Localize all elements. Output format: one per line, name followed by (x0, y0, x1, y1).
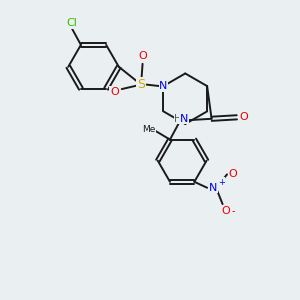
Text: O: O (221, 206, 230, 216)
Text: O: O (229, 169, 237, 179)
Text: O: O (239, 112, 248, 122)
Text: O: O (138, 51, 147, 62)
Text: N: N (209, 183, 217, 193)
Text: N: N (159, 81, 168, 91)
Text: +: + (218, 178, 224, 187)
Text: S: S (137, 78, 145, 91)
Text: H: H (174, 114, 182, 124)
Text: O: O (110, 87, 119, 97)
Text: Me: Me (142, 125, 156, 134)
Text: N: N (180, 114, 188, 124)
Text: -: - (231, 206, 235, 216)
Text: Cl: Cl (67, 18, 77, 28)
